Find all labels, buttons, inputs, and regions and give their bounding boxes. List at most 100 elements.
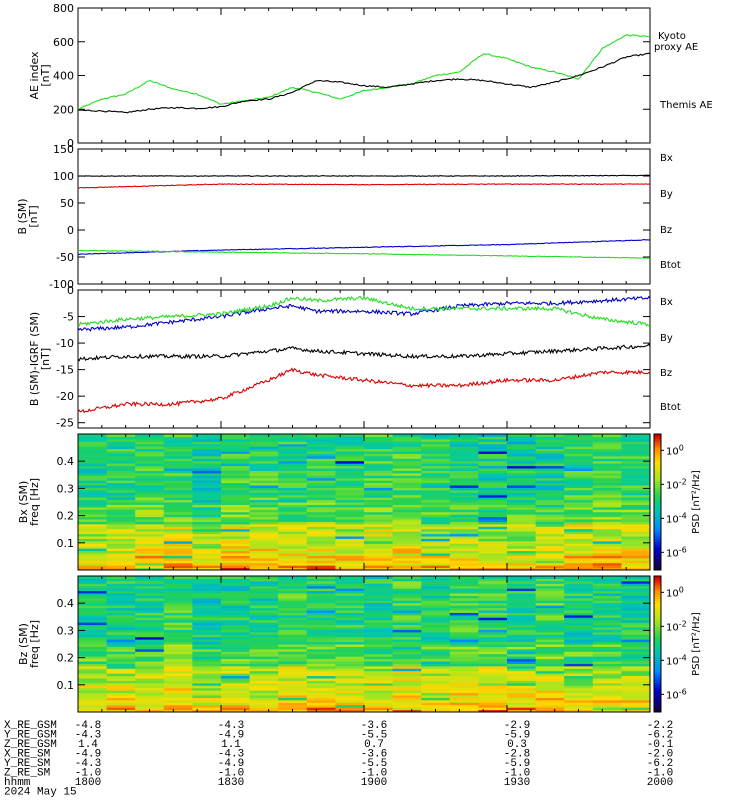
psd-cell [335, 588, 365, 592]
psd-cell [592, 436, 622, 440]
psd-cell [278, 658, 308, 662]
psd-cell [335, 614, 365, 618]
psd-cell [192, 682, 222, 686]
psd-cell [306, 499, 336, 503]
psd-cell [392, 617, 422, 621]
psd-cell [163, 610, 193, 613]
psd-cell [192, 511, 222, 515]
y-axis-label: Bz (SM) [17, 623, 30, 665]
psd-cell [335, 463, 365, 467]
psd-cell [135, 661, 165, 664]
colorbar-cell [654, 610, 661, 613]
psd-cell [221, 492, 251, 496]
psd-cell [478, 499, 508, 503]
colorbar-tick-exponent: -6 [679, 545, 687, 554]
colorbar-cell [654, 474, 661, 478]
psd-cell [192, 448, 222, 452]
psd-cell [306, 668, 336, 672]
psd-cell [592, 697, 622, 701]
psd-cell [449, 448, 479, 452]
psd-cell [335, 465, 365, 469]
psd-cell [192, 610, 222, 613]
psd-cell [135, 578, 165, 582]
psd-cell [621, 545, 651, 549]
psd-cell [306, 673, 336, 677]
psd-cell [478, 441, 508, 445]
colorbar-cell [654, 488, 661, 492]
psd-cell [192, 562, 222, 566]
psd-cell [507, 707, 537, 711]
psd-cell [592, 509, 622, 513]
psd-cell [392, 553, 422, 556]
psd-cell [163, 516, 193, 520]
psd-cell [78, 502, 108, 505]
psd-cell [621, 460, 651, 464]
psd-cell [364, 678, 394, 681]
psd-cell [621, 578, 651, 582]
psd-cell [249, 536, 279, 539]
psd-cell [535, 631, 565, 635]
psd-cell [564, 477, 594, 481]
psd-cell [192, 612, 222, 616]
psd-cell [335, 617, 365, 621]
psd-cell [135, 489, 165, 493]
psd-cell [192, 639, 222, 643]
psd-cell [192, 614, 222, 618]
psd-cell [192, 441, 222, 445]
psd-cell [135, 480, 165, 484]
psd-cell [564, 460, 594, 464]
psd-cell [392, 614, 422, 618]
psd-cell [221, 617, 251, 621]
colorbar-tick-exponent: -4 [679, 511, 687, 520]
psd-cell [106, 453, 136, 457]
psd-cell [564, 658, 594, 662]
psd-cell [421, 470, 451, 474]
psd-cell [449, 470, 479, 474]
psd-cell [564, 480, 594, 484]
psd-cell [592, 494, 622, 498]
psd-cell [335, 470, 365, 474]
psd-cell [535, 562, 565, 566]
colorbar-cell [654, 582, 661, 586]
psd-cell [135, 465, 165, 469]
colorbar-tick-label: 10-6 [666, 545, 687, 559]
psd-cell [192, 504, 222, 508]
psd-cell [221, 557, 251, 561]
psd-cell [221, 646, 251, 650]
psd-cell [192, 590, 222, 594]
psd-cell [163, 593, 193, 596]
psd-cell [135, 580, 165, 584]
psd-cell [449, 619, 479, 623]
psd-cell [364, 695, 394, 698]
psd-cell [421, 536, 451, 539]
psd-cell [449, 675, 479, 679]
psd-cell [335, 646, 365, 650]
psd-cell [478, 438, 508, 442]
psd-cell [621, 622, 651, 626]
psd-cell [621, 468, 651, 471]
psd-cell [535, 580, 565, 584]
psd-cell [135, 614, 165, 618]
psd-cell [592, 514, 622, 518]
psd-cell [592, 470, 622, 474]
y-tick-label: 200 [53, 103, 74, 116]
series-line-bz [77, 183, 650, 189]
psd-cell [335, 709, 365, 713]
colorbar-cell [654, 515, 661, 519]
psd-cell [306, 605, 336, 609]
psd-cell [278, 692, 308, 696]
psd-cell [221, 465, 251, 469]
psd-cell [221, 624, 251, 628]
psd-cell [449, 617, 479, 621]
psd-cell [564, 663, 594, 667]
psd-cell [507, 704, 537, 708]
psd-cell [478, 562, 508, 566]
psd-cell [392, 560, 422, 564]
psd-cell [392, 593, 422, 596]
psd-cell [163, 438, 193, 442]
psd-cell [335, 695, 365, 698]
psd-cell [278, 675, 308, 679]
psd-cell [221, 565, 251, 569]
psd-cell [192, 528, 222, 532]
psd-cell [135, 540, 165, 544]
